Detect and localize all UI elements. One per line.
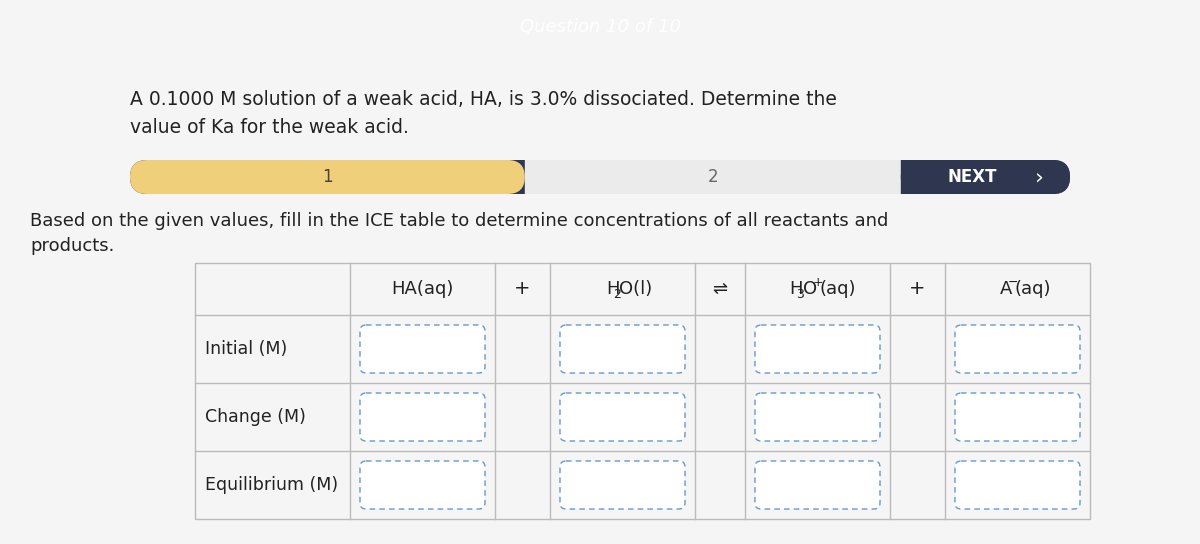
Text: ⇌: ⇌ bbox=[713, 280, 727, 298]
Text: Question 10 of 10: Question 10 of 10 bbox=[520, 18, 680, 36]
FancyBboxPatch shape bbox=[560, 461, 685, 509]
Text: O: O bbox=[803, 280, 817, 298]
Text: 2: 2 bbox=[708, 168, 718, 186]
Text: Equilibrium (M): Equilibrium (M) bbox=[205, 476, 338, 494]
Text: H: H bbox=[606, 280, 620, 298]
Text: +: + bbox=[910, 280, 925, 299]
Text: −: − bbox=[1008, 275, 1018, 288]
Text: HA(aq): HA(aq) bbox=[391, 280, 454, 298]
FancyBboxPatch shape bbox=[360, 461, 485, 509]
FancyBboxPatch shape bbox=[560, 393, 685, 441]
Text: +: + bbox=[812, 275, 823, 288]
FancyBboxPatch shape bbox=[955, 325, 1080, 373]
FancyBboxPatch shape bbox=[901, 160, 1070, 194]
Text: ›: › bbox=[1036, 167, 1044, 187]
Text: A 0.1000 M solution of a weak acid, HA, is 3.0% dissociated. Determine the: A 0.1000 M solution of a weak acid, HA, … bbox=[130, 90, 836, 109]
FancyBboxPatch shape bbox=[955, 393, 1080, 441]
Text: value of Ka for the weak acid.: value of Ka for the weak acid. bbox=[130, 118, 409, 137]
Text: NEXT: NEXT bbox=[947, 168, 997, 186]
Text: 1: 1 bbox=[322, 168, 332, 186]
Text: (aq): (aq) bbox=[820, 280, 856, 298]
Text: 2: 2 bbox=[613, 287, 622, 300]
Text: +: + bbox=[515, 280, 530, 299]
FancyBboxPatch shape bbox=[755, 325, 880, 373]
Text: Change (M): Change (M) bbox=[205, 408, 306, 426]
FancyBboxPatch shape bbox=[755, 393, 880, 441]
FancyBboxPatch shape bbox=[524, 160, 901, 194]
Bar bbox=[194, 263, 1090, 519]
FancyBboxPatch shape bbox=[130, 160, 1070, 194]
Text: A: A bbox=[1000, 280, 1012, 298]
Text: Initial (M): Initial (M) bbox=[205, 340, 287, 358]
FancyBboxPatch shape bbox=[755, 461, 880, 509]
Text: O(l): O(l) bbox=[619, 280, 653, 298]
Text: Based on the given values, fill in the ICE table to determine concentrations of : Based on the given values, fill in the I… bbox=[30, 212, 888, 230]
FancyBboxPatch shape bbox=[130, 160, 524, 194]
FancyBboxPatch shape bbox=[360, 325, 485, 373]
FancyBboxPatch shape bbox=[560, 325, 685, 373]
FancyBboxPatch shape bbox=[955, 461, 1080, 509]
Text: 3: 3 bbox=[797, 287, 804, 300]
FancyBboxPatch shape bbox=[360, 393, 485, 441]
Text: products.: products. bbox=[30, 237, 114, 255]
Text: H: H bbox=[790, 280, 803, 298]
Text: (aq): (aq) bbox=[1014, 280, 1051, 298]
